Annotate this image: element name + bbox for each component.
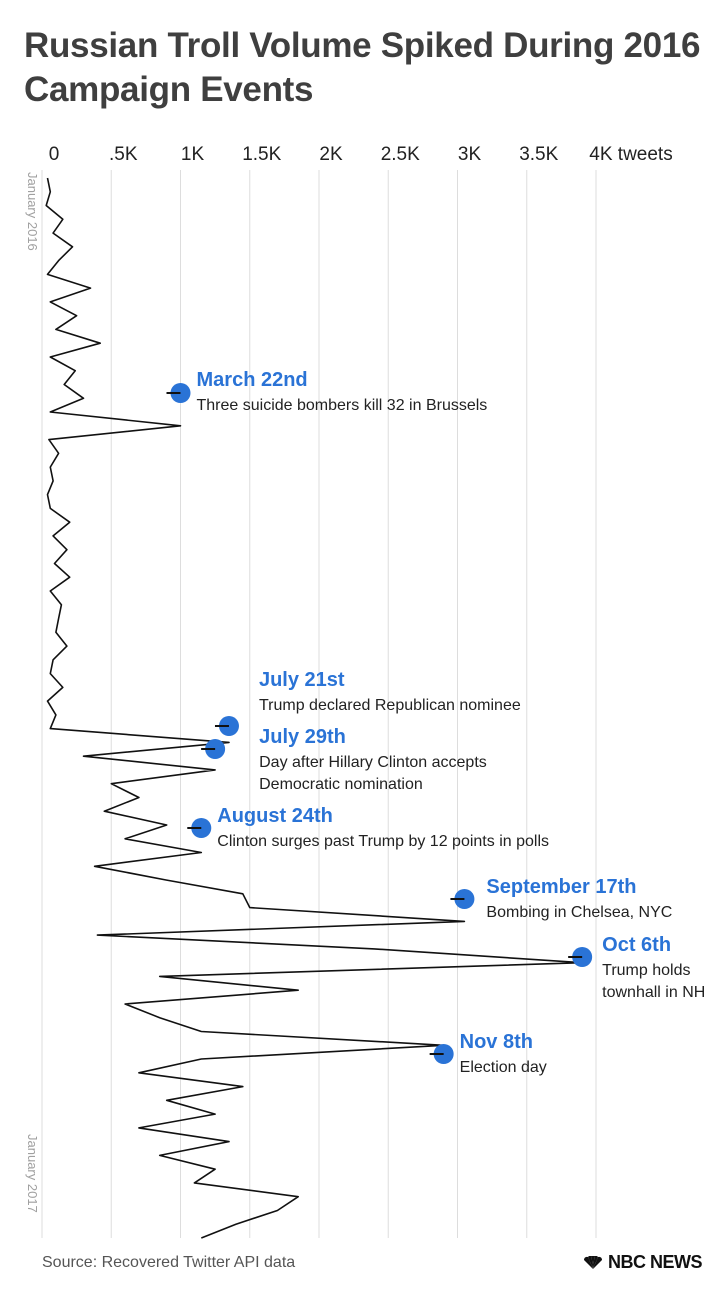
brand-text: NBC NEWS [608,1252,703,1272]
peacock-icon [583,1255,603,1269]
y-label-end: January 2017 [25,1134,40,1213]
nbc-news-logo: NBC NEWS [582,1252,703,1273]
x-tick-label: 1.5K [242,144,281,165]
x-tick-label: 3K [458,144,482,165]
event-title: March 22nd [197,369,308,391]
event-description: Bombing in Chelsea, NYC [486,904,672,921]
event-description: Clinton surges past Trump by 12 points i… [217,833,549,850]
chart-title: Russian Troll Volume Spiked During 2016 … [24,26,701,109]
event-description: Election day [460,1059,547,1076]
x-tick-label: 1K [181,144,205,165]
event-title: September 17th [486,876,636,898]
event-description: townhall in NH [602,984,705,1001]
event-description: Trump declared Republican nominee [259,697,521,714]
event-title: Oct 6th [602,934,671,956]
x-tick-label: 2K [319,144,343,165]
event-description: Democratic nomination [259,776,423,793]
x-tick-label: 3.5K [519,144,558,165]
event-title: July 21st [259,669,345,691]
event-title: Nov 8th [460,1031,533,1053]
event-description: Trump holds [602,962,690,979]
event-title: August 24th [217,805,333,827]
source-note: Source: Recovered Twitter API data [42,1254,296,1271]
series-line [45,177,583,1239]
event-title: July 29th [259,726,346,748]
event-description: Day after Hillary Clinton accepts [259,754,487,771]
x-tick-label: 4K tweets [589,144,672,165]
x-tick-label: 2.5K [381,144,420,165]
y-label-start: January 2016 [25,172,40,251]
x-tick-label: .5K [109,144,138,165]
event-description: Three suicide bombers kill 32 in Brussel… [197,397,488,414]
x-tick-label: 0 [49,144,60,165]
